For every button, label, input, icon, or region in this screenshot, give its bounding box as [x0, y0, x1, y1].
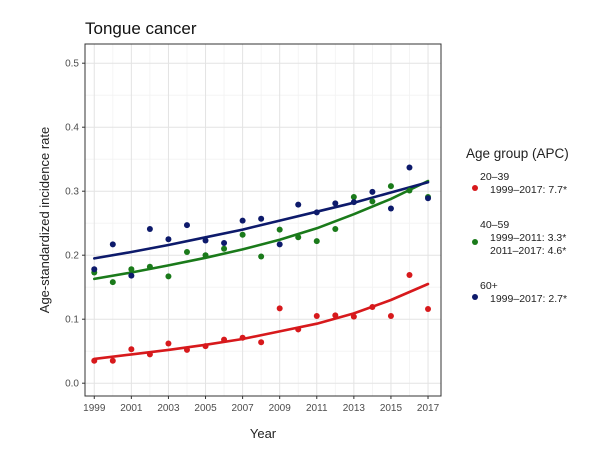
- legend-label: 20–39: [480, 171, 510, 183]
- y-axis-label: Age-standardized incidence rate: [37, 127, 52, 313]
- data-point: [146, 263, 153, 270]
- data-point: [258, 215, 265, 222]
- x-tick-label: 2013: [343, 403, 366, 414]
- legend-apc: 1999–2017: 2.7*: [490, 293, 568, 305]
- data-point: [369, 198, 376, 205]
- data-point: [406, 164, 413, 171]
- legend-label: 40–59: [480, 219, 510, 231]
- data-point: [165, 273, 172, 280]
- data-point: [183, 249, 190, 255]
- data-point: [369, 188, 376, 195]
- data-point: [313, 238, 320, 245]
- data-point: [276, 226, 283, 233]
- data-point: [91, 266, 98, 273]
- y-tick-label: 0.3: [65, 187, 79, 198]
- data-point: [387, 183, 394, 190]
- x-tick-label: 2005: [194, 403, 217, 414]
- legend-marker: [472, 294, 478, 300]
- x-axis-label: Year: [250, 426, 277, 441]
- data-point: [276, 241, 283, 248]
- data-point: [239, 217, 246, 224]
- y-tick-label: 0.2: [65, 251, 79, 262]
- data-point: [295, 234, 302, 241]
- data-point: [313, 209, 320, 216]
- data-point: [295, 326, 302, 333]
- data-point: [332, 312, 339, 319]
- data-point: [387, 205, 394, 212]
- data-point: [239, 231, 246, 238]
- data-point: [183, 222, 190, 229]
- legend-marker: [472, 239, 478, 245]
- legend-item-40-59: 40–59 1999–2011: 3.3* 2011–2017: 4.6*: [466, 219, 614, 258]
- data-point: [369, 304, 376, 311]
- legend-apc: 1999–2011: 3.3*: [490, 232, 567, 244]
- data-point: [258, 339, 265, 346]
- data-point: [91, 357, 98, 364]
- data-point: [350, 313, 357, 320]
- data-point: [313, 313, 320, 319]
- data-point: [425, 305, 432, 312]
- data-point: [146, 351, 153, 358]
- legend-apc: 1999–2017: 7.7*: [490, 184, 568, 196]
- legend: Age group (APC) 20–39 1999–2017: 7.7* 40…: [466, 146, 614, 320]
- data-point: [350, 193, 357, 200]
- data-point: [258, 253, 265, 260]
- legend-marker: [472, 185, 478, 191]
- data-point: [387, 313, 394, 319]
- data-point: [128, 272, 135, 279]
- data-point: [295, 201, 302, 208]
- data-point: [109, 241, 116, 248]
- x-tick-label: 2003: [157, 403, 180, 414]
- data-point: [406, 272, 413, 279]
- data-point: [239, 334, 246, 341]
- x-tick-label: 2015: [380, 403, 403, 414]
- data-point: [202, 343, 209, 350]
- data-point: [221, 240, 228, 247]
- y-tick-label: 0.1: [65, 315, 79, 326]
- plot-border: [84, 43, 442, 397]
- x-tick-label: 1999: [83, 403, 106, 414]
- data-point: [332, 200, 339, 207]
- data-point: [425, 195, 432, 202]
- data-point: [165, 236, 172, 243]
- data-point: [332, 225, 339, 232]
- x-tick-label: 2007: [231, 403, 254, 414]
- legend-label: 60+: [480, 280, 498, 292]
- x-tick-label: 2017: [417, 403, 440, 414]
- chart-title: Tongue cancer: [85, 19, 197, 38]
- x-tick-label: 2001: [120, 403, 143, 414]
- data-point: [406, 187, 413, 194]
- legend-apc: 2011–2017: 4.6*: [490, 245, 567, 257]
- data-point: [109, 357, 116, 364]
- legend-item-20-39: 20–39 1999–2017: 7.7*: [466, 171, 614, 197]
- y-tick-label: 0.0: [65, 379, 79, 390]
- trend-line: [93, 180, 430, 260]
- x-tick-label: 2011: [306, 403, 328, 414]
- legend-title: Age group (APC): [466, 146, 569, 161]
- data-point: [109, 279, 116, 286]
- data-point: [202, 237, 209, 244]
- data-point: [146, 225, 153, 232]
- data-point: [221, 336, 228, 343]
- y-tick-label: 0.5: [65, 59, 79, 70]
- data-point: [165, 340, 172, 347]
- data-point: [128, 346, 135, 353]
- data-point: [276, 305, 283, 312]
- x-tick-label: 2009: [269, 403, 292, 414]
- data-point: [128, 266, 135, 273]
- data-point: [221, 245, 228, 252]
- data-point: [202, 252, 209, 259]
- data-point: [183, 346, 190, 353]
- y-tick-label: 0.4: [65, 123, 79, 134]
- legend-item-60-plus: 60+ 1999–2017: 2.7*: [466, 280, 614, 306]
- data-point: [350, 199, 357, 206]
